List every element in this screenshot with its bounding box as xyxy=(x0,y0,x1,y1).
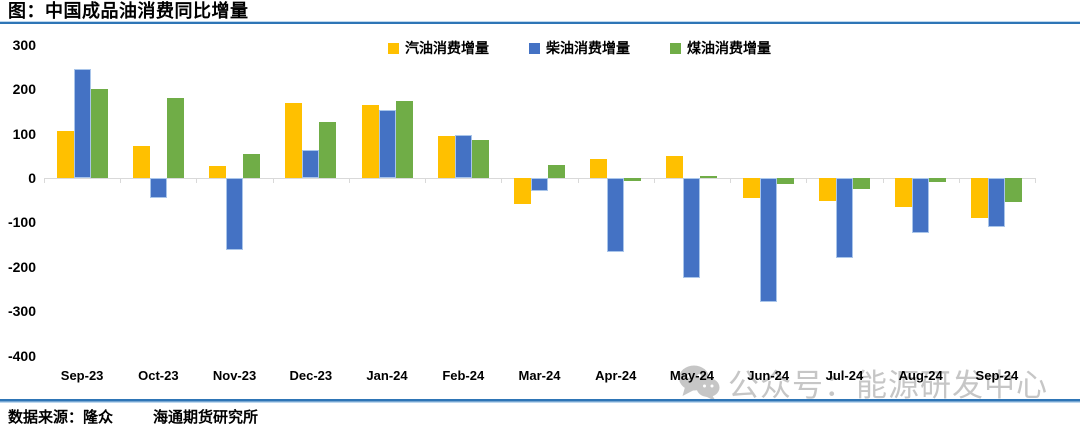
bar-汽油消费增量-Jan-24 xyxy=(361,104,379,178)
page-title: 图：中国成品油消费同比增量 xyxy=(8,1,249,21)
legend-item: 汽油消费增量 xyxy=(388,38,489,58)
y-axis-label: 200 xyxy=(12,81,36,98)
x-axis-tick xyxy=(120,178,122,183)
bar-柴油消费增量-Mar-24 xyxy=(531,178,548,192)
y-axis-label: -300 xyxy=(7,303,36,320)
bar-柴油消费增量-Feb-24 xyxy=(454,135,472,178)
bar-柴油消费增量-Aug-24 xyxy=(912,178,930,233)
x-axis-label: Sep-24 xyxy=(975,368,1019,383)
x-axis-tick xyxy=(730,178,732,183)
bar-汽油消费增量-Aug-24 xyxy=(895,178,913,207)
bar-chart: 汽油消费增量 柴油消费增量 煤油消费增量 公众号：能源研发中心 300 200 100 0… xyxy=(0,24,1080,403)
x-axis-tick xyxy=(882,178,884,183)
bar-柴油消费增量-Nov-23 xyxy=(226,178,244,251)
footer-divider-line xyxy=(0,399,1080,403)
x-axis-label: Dec-23 xyxy=(289,368,333,383)
x-axis-label: Aug-24 xyxy=(898,368,943,383)
bar-煤油消费增量-Mar-24 xyxy=(548,164,565,178)
bar-煤油消费增量-Aug-24 xyxy=(929,178,947,182)
x-axis-tick xyxy=(425,178,427,183)
bar-柴油消费增量-Jul-24 xyxy=(835,178,853,258)
x-axis-label: Oct-23 xyxy=(138,368,179,383)
x-axis-tick xyxy=(501,178,503,183)
x-axis-tick xyxy=(44,178,45,183)
x-axis-label: Jul-24 xyxy=(825,368,864,383)
x-axis-tick xyxy=(348,178,350,183)
title-divider-line xyxy=(0,21,1080,24)
x-axis-label: Feb-24 xyxy=(442,368,485,383)
legend-swatch-icon xyxy=(388,42,399,54)
legend-item: 柴油消费增量 xyxy=(529,38,630,58)
data-source: 数据来源：隆众 海通期货研究所 xyxy=(8,406,258,427)
x-axis-label: Jan-24 xyxy=(366,368,408,383)
bar-煤油消费增量-Dec-23 xyxy=(319,122,337,178)
x-axis-label: Apr-24 xyxy=(595,368,637,383)
institute-label: 海通期货研究所 xyxy=(153,409,259,426)
x-axis-tick xyxy=(1035,178,1036,183)
x-axis-tick xyxy=(196,178,198,183)
bar-柴油消费增量-Sep-24 xyxy=(988,178,1006,227)
bar-煤油消费增量-Jul-24 xyxy=(852,178,870,190)
y-axis-label: -200 xyxy=(7,258,36,275)
bar-汽油消费增量-Feb-24 xyxy=(437,135,455,178)
bar-汽油消费增量-Oct-23 xyxy=(132,145,150,178)
bar-柴油消费增量-Jun-24 xyxy=(759,178,777,302)
bar-煤油消费增量-Jun-24 xyxy=(776,178,794,184)
x-axis-label: Nov-23 xyxy=(212,368,257,383)
bar-柴油消费增量-May-24 xyxy=(683,178,701,278)
x-axis-label: Mar-24 xyxy=(518,368,561,383)
bar-汽油消费增量-Sep-24 xyxy=(971,178,989,218)
x-axis-tick xyxy=(272,178,274,183)
x-axis-tick xyxy=(577,178,579,183)
bar-煤油消费增量-Sep-23 xyxy=(90,89,108,178)
legend-item: 煤油消费增量 xyxy=(670,38,771,58)
bar-柴油消费增量-Jan-24 xyxy=(378,110,396,178)
bar-汽油消费增量-Nov-23 xyxy=(209,165,227,178)
bar-煤油消费增量-May-24 xyxy=(700,176,718,178)
legend-swatch-icon xyxy=(670,42,681,54)
bar-煤油消费增量-Apr-24 xyxy=(624,178,642,181)
bar-煤油消费增量-Nov-23 xyxy=(243,154,261,178)
bar-汽油消费增量-Apr-24 xyxy=(590,159,608,178)
bar-汽油消费增量-Sep-23 xyxy=(56,131,74,178)
y-axis-label: 0 xyxy=(28,170,36,186)
legend-label: 汽油消费增量 xyxy=(405,40,489,56)
x-axis-tick xyxy=(806,178,808,183)
legend-label: 煤油消费增量 xyxy=(687,40,771,56)
x-axis-label: Jun-24 xyxy=(747,368,790,383)
x-axis-label: Sep-23 xyxy=(60,368,104,383)
x-axis-tick xyxy=(653,178,655,183)
bar-柴油消费增量-Sep-23 xyxy=(73,69,91,178)
bar-柴油消费增量-Apr-24 xyxy=(607,178,625,253)
data-source-label: 数据来源：隆众 xyxy=(8,409,114,426)
bar-汽油消费增量-Mar-24 xyxy=(514,178,531,204)
y-axis-label: 300 xyxy=(12,36,36,53)
bar-煤油消费增量-Oct-23 xyxy=(166,98,184,178)
bar-柴油消费增量-Dec-23 xyxy=(302,149,320,178)
bar-煤油消费增量-Feb-24 xyxy=(471,139,489,178)
bar-柴油消费增量-Oct-23 xyxy=(149,178,167,198)
bar-汽油消费增量-May-24 xyxy=(666,155,684,178)
bar-煤油消费增量-Jan-24 xyxy=(395,100,413,178)
y-axis-label: 100 xyxy=(12,125,36,142)
bar-汽油消费增量-Jun-24 xyxy=(742,178,760,199)
bar-汽油消费增量-Dec-23 xyxy=(285,103,303,178)
y-axis-label: -400 xyxy=(7,347,36,364)
y-axis-label: -100 xyxy=(7,214,36,231)
x-axis-tick xyxy=(958,178,960,183)
bar-汽油消费增量-Jul-24 xyxy=(818,178,836,202)
bar-煤油消费增量-Sep-24 xyxy=(1005,178,1023,203)
legend-swatch-icon xyxy=(529,42,540,54)
legend-label: 柴油消费增量 xyxy=(546,40,630,56)
x-axis-label: May-24 xyxy=(669,368,714,383)
chart-legend: 汽油消费增量 柴油消费增量 煤油消费增量 xyxy=(388,38,771,58)
